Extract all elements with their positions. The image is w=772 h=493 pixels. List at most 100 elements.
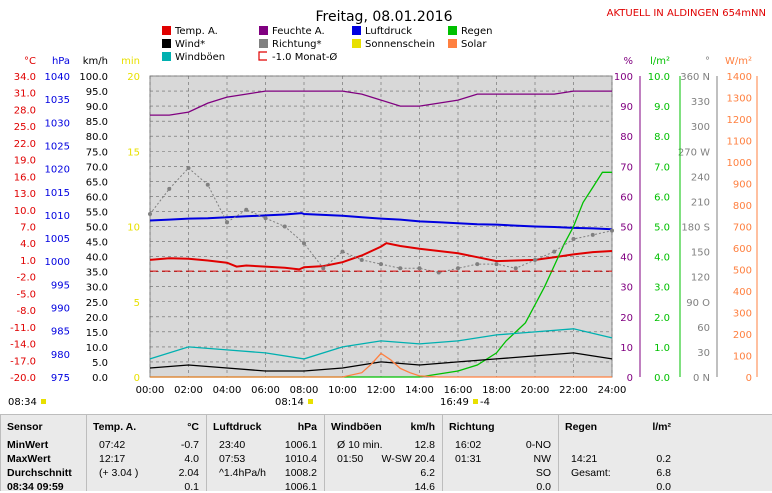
left-axis-tick: 30.0 <box>86 283 108 294</box>
right-axis-tick: 90 O <box>686 298 710 309</box>
right-axis-unit-0: % <box>623 56 633 67</box>
stats-cell-value: 14.6 <box>414 481 435 493</box>
legend: Temp. A. Feuchte A. Luftdruck Regen Wind* Ric… <box>162 26 493 63</box>
right-axis-tick: 20 <box>620 313 633 324</box>
left-axis-tick: 7.0 <box>20 223 36 234</box>
left-axis-tick: 100.0 <box>79 72 108 83</box>
left-axis-tick: 85.0 <box>86 117 108 128</box>
right-axis-tick: 5.0 <box>654 223 670 234</box>
stats-cell-value: -0.7 <box>180 439 199 451</box>
time-markers: 08:34 08:14 16:49 -4 <box>8 397 490 408</box>
left-axis-tick: 1030 <box>45 118 70 129</box>
left-axis-tick: 1020 <box>45 165 70 176</box>
left-axis-tick: -17.0 <box>10 356 36 367</box>
left-axis-tick: 5.0 <box>92 358 108 369</box>
left-axis-tick: 15.0 <box>86 328 108 339</box>
x-tick-label: 10:00 <box>328 385 357 396</box>
x-tick-label: 08:00 <box>290 385 319 396</box>
left-axis-tick: 1010 <box>45 211 70 222</box>
right-axis-tick: 1100 <box>727 137 752 148</box>
right-axis-tick: 10.0 <box>648 72 670 83</box>
left-axis-tick: 1015 <box>45 188 70 199</box>
left-axis-tick: 10 <box>127 223 140 234</box>
right-axis-tick: 0 <box>746 373 752 384</box>
right-axis-tick: 300 <box>691 122 710 133</box>
left-axis-tick: -20.0 <box>10 373 36 384</box>
right-axis-tick: 10 <box>620 343 633 354</box>
stats-unit: °C <box>187 421 199 433</box>
left-axis-tick: 1040 <box>45 72 70 83</box>
right-axis-tick: 6.0 <box>654 192 670 203</box>
right-axis-unit-2: ° <box>705 56 710 67</box>
stats-cell-value: W-SW 20.4 <box>381 453 435 465</box>
chart-title: Freitag, 08.01.2016 <box>316 9 453 25</box>
legend-swatch <box>162 52 171 61</box>
left-axis-tick: 80.0 <box>86 132 108 143</box>
series-line-solar <box>150 352 612 378</box>
series-point-richtung <box>263 216 268 221</box>
left-axis-tick: 20.0 <box>86 313 108 324</box>
time-marker-label: -4 <box>480 397 490 408</box>
left-axis-tick: 1.0 <box>20 256 36 267</box>
x-tick-label: 02:00 <box>174 385 203 396</box>
left-axis-unit-2: km/h <box>83 56 108 67</box>
stats-cell-value: 1006.1 <box>284 481 317 493</box>
stats-cell-value: 2.04 <box>178 467 199 479</box>
legend-swatch <box>259 26 268 35</box>
right-axis-tick: 360 N <box>680 72 710 83</box>
left-axis-tick: 10.0 <box>14 206 36 217</box>
right-axis-tick: 1200 <box>727 115 752 126</box>
right-axis-tick: 9.0 <box>654 102 670 113</box>
legend-feuchte-a: Feuchte A. <box>272 26 325 37</box>
location-alert: AKTUELL IN ALDINGEN 654mNN <box>607 8 766 19</box>
time-marker-label: 08:34 <box>8 397 37 408</box>
right-axis-tick: 2.0 <box>654 313 670 324</box>
sunshine-marker <box>308 399 313 404</box>
right-axis-tick: 600 <box>733 244 752 255</box>
stats-cell-value: SO <box>535 467 551 479</box>
legend-wind: Wind* <box>175 39 205 50</box>
stats-header: Windböen <box>331 421 382 433</box>
stats-cell-value: 0.0 <box>536 481 551 493</box>
legend-temp-a: Temp. A. <box>174 26 218 37</box>
right-axis-tick: 210 <box>691 197 710 208</box>
left-axis-tick: 16.0 <box>14 172 36 183</box>
stats-unit: hPa <box>297 421 317 433</box>
left-axis-tick: 35.0 <box>86 268 108 279</box>
stats-cell-time: Ø 10 min. <box>337 439 383 451</box>
right-axis-tick: 50 <box>620 223 633 234</box>
series-layer <box>148 90 614 378</box>
left-axis-tick: 995 <box>51 280 70 291</box>
left-axis-tick: 70.0 <box>86 162 108 173</box>
left-axis-tick: 980 <box>51 350 70 361</box>
right-axis-tick: 3.0 <box>654 283 670 294</box>
right-axis-tick: 240 <box>691 172 710 183</box>
stats-col-temp-a: Temp. A. °C 07:42 -0.7 12:17 4.0 (+ 3.04 ) 2.04… <box>86 415 207 493</box>
left-axis-tick: 60.0 <box>86 192 108 203</box>
stats-cell-value: 6.2 <box>420 467 435 479</box>
series-line-richtung <box>149 167 613 274</box>
legend-solar: Solar <box>461 39 487 50</box>
x-tick-label: 18:00 <box>482 385 511 396</box>
x-tick-label: 04:00 <box>213 385 242 396</box>
stats-col-windb-en: Windböen km/h Ø 10 min. 12.8 01:50 W-SW 20.4 6… <box>324 415 443 493</box>
left-axis-tick: 985 <box>51 327 70 338</box>
right-axis-tick: 270 W <box>678 147 710 158</box>
left-axis-tick: -2.0 <box>16 273 36 284</box>
left-axis-tick: 0 <box>134 373 140 384</box>
series-point-richtung <box>398 266 403 271</box>
stats-row-label: MaxWert <box>7 453 51 465</box>
legend-swatch <box>448 39 457 48</box>
left-axis-tick: 34.0 <box>14 72 36 83</box>
left-axis-tick: 13.0 <box>14 189 36 200</box>
legend-swatch <box>352 26 361 35</box>
right-axis-tick: 80 <box>620 132 633 143</box>
stats-cell-time: 16:02 <box>455 439 482 451</box>
right-axis-tick: 30 <box>697 348 710 359</box>
left-axis-tick: -11.0 <box>10 323 36 334</box>
stats-unit: km/h <box>410 421 435 433</box>
stats-header: Richtung <box>449 421 495 433</box>
x-tick-label: 14:00 <box>405 385 434 396</box>
grid: 00:00 02:00 04:00 06:00 08:00 10:00 12:00 14:00… <box>136 75 626 396</box>
stats-cell-value: 1008.2 <box>284 467 317 479</box>
